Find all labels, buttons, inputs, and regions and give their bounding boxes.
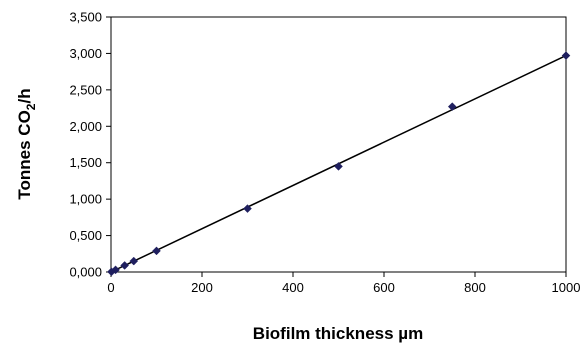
- data-point: [447, 102, 457, 111]
- y-axis-title-main: Tonnes CO: [15, 110, 34, 199]
- y-tick-label: 2,000: [69, 119, 102, 134]
- x-tick-label: 800: [464, 280, 486, 295]
- y-tick-label: 0,000: [69, 265, 102, 280]
- data-point: [334, 162, 343, 171]
- x-tick-label: 0: [107, 280, 114, 295]
- y-axis-title-tail: /h: [15, 88, 34, 103]
- y-axis-title-subscript: 2: [24, 103, 38, 110]
- data-point: [129, 256, 139, 266]
- y-tick-label: 2,500: [69, 82, 102, 97]
- y-tick-label: 0,500: [69, 228, 102, 243]
- data-point: [243, 204, 252, 213]
- x-axis-title: Biofilm thickness µm: [253, 324, 423, 343]
- plot-area: [110, 16, 567, 273]
- x-tick-label: 1000: [552, 280, 581, 295]
- data-point: [152, 246, 161, 256]
- x-tick-label: 400: [282, 280, 304, 295]
- data-point: [561, 51, 571, 60]
- y-tick-label: 3,500: [69, 10, 102, 25]
- data-points: [107, 51, 571, 277]
- y-tick-label: 3,000: [69, 46, 102, 61]
- y-axis-ticks: 0,000 0,500 1,000 1,500 2,000 2,500 3,000 3,500: [69, 10, 111, 280]
- x-axis-ticks: 0 200 400 600 800 1000: [107, 272, 580, 295]
- data-point: [120, 261, 130, 270]
- y-tick-label: 1,000: [69, 192, 102, 207]
- data-point: [111, 265, 120, 275]
- x-tick-label: 600: [373, 280, 395, 295]
- x-tick-label: 200: [191, 280, 213, 295]
- y-tick-label: 1,500: [69, 155, 102, 170]
- y-axis-title: Tonnes CO2/h: [15, 88, 38, 199]
